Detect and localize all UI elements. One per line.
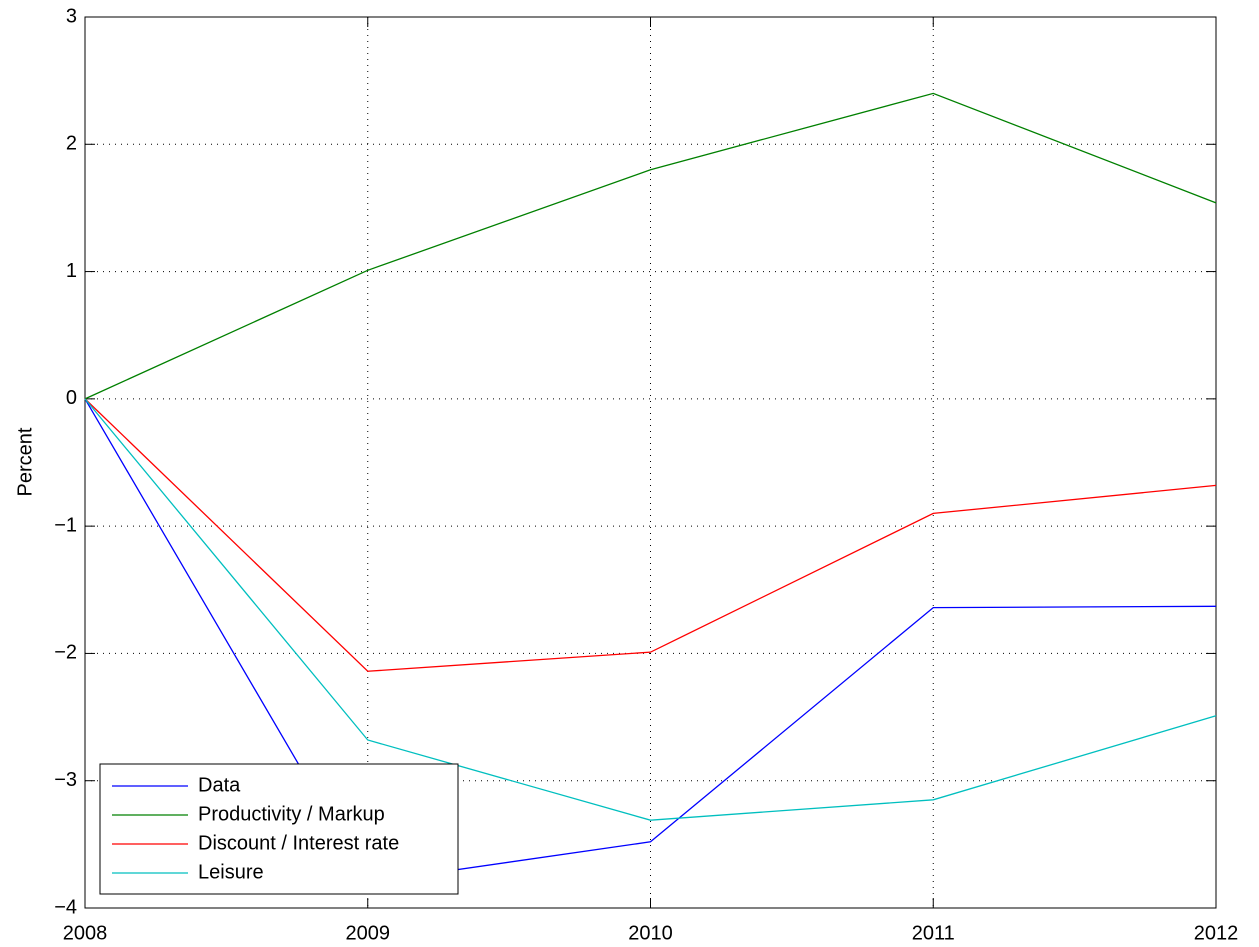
y-tick-label: 3: [66, 5, 77, 27]
x-tick-label: 2008: [63, 922, 108, 944]
series-line: [84, 92, 1217, 400]
y-tick-label: −4: [54, 896, 77, 918]
legend-label: Discount / Interest rate: [198, 832, 399, 854]
legend-box: [99, 763, 459, 895]
legend-label: Leisure: [198, 861, 264, 883]
x-tick-label: 2010: [628, 922, 673, 944]
y-tick-label: 1: [66, 260, 77, 282]
x-tick-label: 2012: [1194, 922, 1239, 944]
legend-label: Productivity / Markup: [198, 803, 385, 825]
x-tick-label: 2011: [912, 922, 955, 944]
y-tick-label: −3: [54, 769, 77, 791]
legend: Data Productivity / Markup Discount / Inte…: [99, 763, 459, 895]
y-tick-label: −2: [54, 642, 77, 664]
y-tick-label: 0: [66, 387, 77, 409]
series-line: [84, 398, 1217, 672]
x-tick-label: 2009: [346, 922, 391, 944]
legend-label: Data: [198, 774, 241, 796]
series-line: [84, 398, 1217, 821]
y-axis-label: Percent: [14, 427, 36, 496]
y-tick-label: 2: [66, 133, 77, 155]
plot-frame: [84, 16, 1217, 909]
y-tick-label: −1: [54, 514, 77, 536]
series-line: [84, 398, 1217, 884]
